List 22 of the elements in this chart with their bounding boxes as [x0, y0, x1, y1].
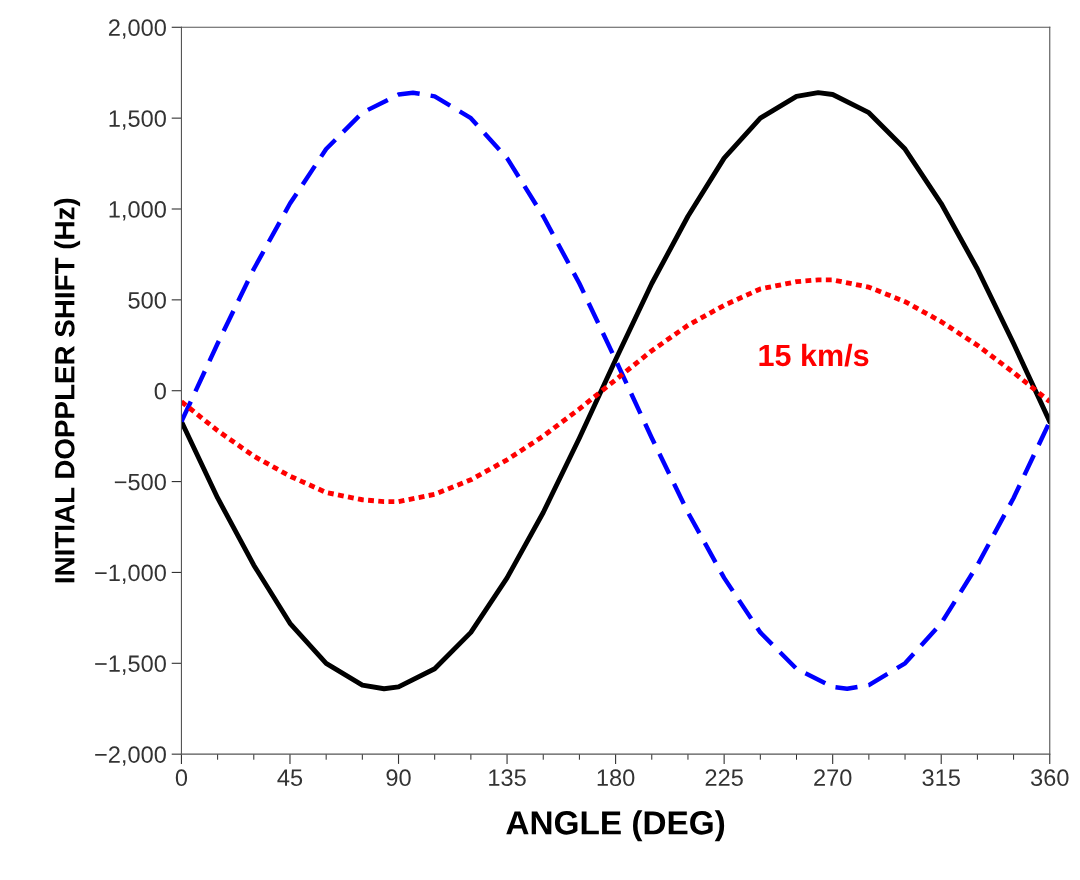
- y-tick-label: 2,000: [108, 19, 166, 39]
- y-axis-title: INITIAL DOPPLER SHIFT (Hz): [54, 198, 81, 583]
- x-tick-label: 45: [277, 769, 303, 787]
- y-tick-label: 1,500: [109, 110, 166, 130]
- y-tick-label: −1,000: [95, 564, 166, 585]
- x-tick-label: 315: [922, 769, 960, 787]
- x-tick-label: 360: [1030, 769, 1069, 787]
- y-tick-label: −1,500: [95, 655, 166, 675]
- x-tick-label: 270: [814, 769, 852, 787]
- x-axis-title: ANGLE (DEG): [506, 810, 725, 842]
- x-tick-label: 225: [705, 769, 743, 787]
- annotation: 15 km/s: [759, 343, 869, 367]
- x-tick-label: 90: [386, 769, 411, 787]
- y-tick-label: 1,000: [109, 201, 166, 221]
- y-tick-label: 500: [128, 291, 166, 309]
- x-tick-label: 180: [597, 769, 635, 787]
- x-tick-label: 135: [489, 769, 526, 787]
- y-tick-label: −500: [114, 473, 166, 491]
- y-tick-label: −2,000: [95, 746, 166, 766]
- x-tick-label: 0: [175, 769, 188, 787]
- line-series: [181, 277, 1050, 504]
- y-tick-label: 0: [154, 382, 166, 400]
